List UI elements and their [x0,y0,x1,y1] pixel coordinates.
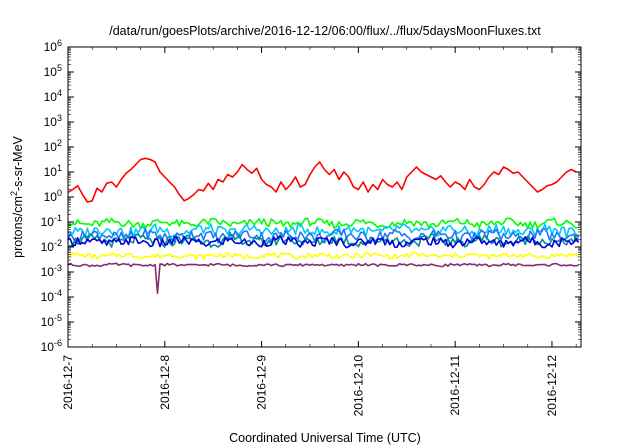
y-tick-label: 10-3 [41,263,62,279]
series-line [67,262,579,295]
series-line [67,227,580,244]
x-tick-label: 2016-12-11 [448,355,462,416]
y-tick-label: 101 [44,163,62,179]
y-axis: 10-6 10-5 10-4 10-3 10-2 10-1 100 101 102 103 104 1… [41,38,581,354]
series-layer [67,157,580,295]
chart-title: /data/run/goesPlots/archive/2016-12-12/0… [109,24,541,38]
y-axis-label: protons/cm2-s-sr-MeV [9,135,25,257]
x-axis-label: Coordinated Universal Time (UTC) [229,431,421,445]
y-tick-label: 100 [44,188,62,204]
series-line [67,222,579,239]
x-axis: 2016-12-7 2016-12-8 2016-12-9 2016-12-10 201… [61,47,577,417]
y-tick-label: 10-4 [41,288,62,304]
y-tick-label: 102 [44,138,62,154]
plot-frame [67,46,582,348]
x-tick-label: 2016-12-8 [158,355,172,410]
x-tick-label: 2016-12-9 [255,355,269,410]
series-line [67,235,580,249]
series-line [67,252,580,260]
y-tick-label: 10-6 [41,338,62,354]
y-tick-label: 106 [44,38,62,54]
y-tick-label: 10-2 [41,238,62,254]
y-tick-label: 10-5 [41,313,62,329]
y-tick-label: 104 [44,88,62,104]
x-tick-label: 2016-12-10 [351,355,365,417]
x-tick-label: 2016-12-7 [61,355,75,410]
series-line [67,217,579,230]
y-tick-label: 10-1 [41,213,62,229]
series-line [67,157,577,203]
x-tick-label: 2016-12-12 [545,355,559,417]
y-tick-label: 105 [44,63,62,79]
y-tick-label: 103 [44,113,62,129]
